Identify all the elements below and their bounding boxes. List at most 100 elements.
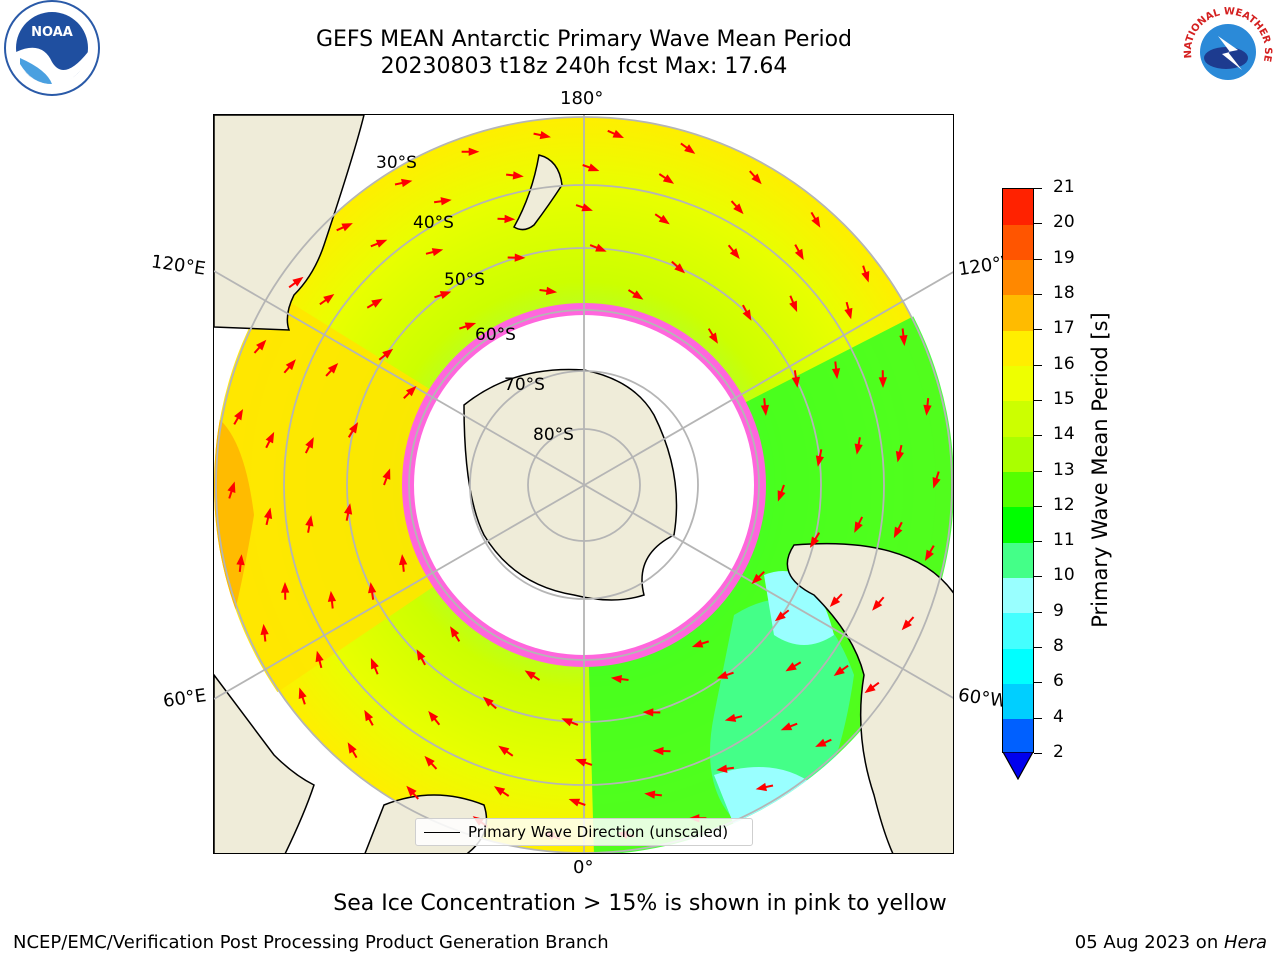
land-africa bbox=[214, 673, 315, 853]
wave-arrow-head bbox=[864, 683, 876, 694]
wave-arrow-head bbox=[416, 649, 426, 661]
wave-arrow-head bbox=[468, 147, 480, 156]
colorbar-tick-label: 17 bbox=[1053, 318, 1075, 339]
colorbar-tick-label: 18 bbox=[1053, 282, 1075, 303]
wave-arrow-head bbox=[323, 293, 335, 304]
colorbar-tick-label: 19 bbox=[1053, 247, 1075, 268]
wave-arrow-head bbox=[260, 623, 269, 635]
colorbar-tick bbox=[1034, 188, 1042, 189]
colorbar-tick bbox=[1034, 223, 1042, 225]
footer-machine: Hera bbox=[1223, 932, 1267, 953]
wave-arrow-head bbox=[327, 590, 337, 602]
wave-arrow-head bbox=[406, 785, 417, 797]
wave-arrow-head bbox=[561, 718, 573, 727]
colorbar-tick-label: 13 bbox=[1053, 459, 1075, 480]
wave-arrow-head bbox=[716, 764, 728, 773]
wave-arrow-head bbox=[831, 368, 841, 380]
wave-arrow-head bbox=[398, 554, 408, 566]
map-svg bbox=[214, 115, 953, 853]
colorbar-tick bbox=[1034, 541, 1042, 543]
wave-arrow-head bbox=[893, 526, 903, 539]
colorbar-tick bbox=[1034, 753, 1042, 754]
wave-arrow-head bbox=[405, 385, 417, 397]
colorbar-tick-label: 8 bbox=[1053, 636, 1064, 657]
wave-arrow-head bbox=[370, 657, 379, 670]
wave-arrow-head bbox=[368, 582, 377, 594]
wave-arrow-head bbox=[305, 515, 314, 527]
wave-arrow-head bbox=[264, 507, 273, 519]
colorbar-tick bbox=[1034, 364, 1042, 366]
wave-arrow-head bbox=[809, 536, 820, 548]
parallel-label-80s: 80°S bbox=[533, 425, 574, 445]
wave-arrow-head bbox=[234, 408, 244, 421]
wave-arrow-head bbox=[733, 203, 744, 215]
wave-arrow-head bbox=[674, 263, 686, 274]
wave-arrow-head bbox=[504, 214, 516, 224]
wave-arrow-head bbox=[899, 335, 908, 347]
wave-arrow-head bbox=[348, 422, 359, 434]
wave-arrow-head bbox=[658, 214, 670, 225]
wave-arrow-head bbox=[575, 758, 587, 767]
wave-arrow-head bbox=[424, 755, 435, 767]
noaa-logo: NOAA bbox=[2, 0, 102, 100]
wave-arrow-head bbox=[684, 144, 696, 154]
colorbar-tick bbox=[1034, 717, 1042, 719]
wave-arrow-head bbox=[895, 451, 904, 463]
parallel-label-70s: 70°S bbox=[504, 375, 545, 395]
land-australia bbox=[214, 115, 365, 331]
colorbar-segment bbox=[1003, 224, 1033, 261]
wave-arrow-head bbox=[285, 359, 296, 371]
colorbar-tick-label: 20 bbox=[1053, 212, 1075, 233]
wave-arrow-head bbox=[662, 174, 675, 184]
wave-arrow-head bbox=[815, 455, 825, 467]
chart-subtitle: 20230803 t18z 240h fcst Max: 17.64 bbox=[380, 54, 788, 79]
wave-arrow-head bbox=[844, 307, 853, 320]
svg-text:NOAA: NOAA bbox=[31, 25, 73, 40]
nws-logo: NATIONAL WEATHER SERVICE bbox=[1174, 0, 1278, 100]
parallel-label-40s: 40°S bbox=[413, 213, 454, 233]
wave-arrow-head bbox=[364, 709, 374, 722]
polar-map bbox=[213, 114, 954, 854]
colorbar-tick bbox=[1034, 647, 1042, 649]
parallel-label-30s: 30°S bbox=[376, 153, 417, 173]
colorbar-segment bbox=[1003, 471, 1033, 508]
wave-arrow-head bbox=[612, 129, 624, 138]
wave-arrow-head bbox=[343, 503, 353, 515]
wave-arrow-head bbox=[755, 782, 767, 792]
colorbar-tick-label: 15 bbox=[1053, 388, 1075, 409]
wave-arrow-head bbox=[642, 708, 654, 717]
wave-arrow-head bbox=[932, 477, 941, 489]
colorbar-tick-label: 16 bbox=[1053, 353, 1075, 374]
wave-arrow-head bbox=[872, 599, 883, 611]
wave-arrow-head bbox=[854, 443, 863, 455]
colorbar-segment bbox=[1003, 436, 1033, 472]
wave-arrow-head bbox=[315, 650, 324, 663]
wave-arrow-head bbox=[236, 554, 245, 566]
colorbar-segment bbox=[1003, 294, 1033, 331]
wave-arrow-head bbox=[545, 286, 558, 296]
wave-arrow-head bbox=[644, 790, 656, 799]
wave-arrow-head bbox=[854, 521, 863, 533]
wave-arrow-head bbox=[280, 581, 290, 593]
wave-arrow-head bbox=[794, 248, 804, 261]
legend-label: Primary Wave Direction (unscaled) bbox=[468, 823, 729, 841]
colorbar-tick bbox=[1034, 258, 1042, 260]
graticule bbox=[214, 115, 953, 853]
wave-arrow-head bbox=[464, 322, 477, 331]
wave-arrow-head bbox=[298, 687, 307, 699]
colorbar-tick-label: 9 bbox=[1053, 600, 1064, 621]
wave-arrow-head bbox=[789, 300, 798, 313]
wave-arrow-head bbox=[901, 619, 912, 631]
wave-arrow-head bbox=[923, 404, 932, 416]
wave-arrow-head bbox=[514, 253, 526, 262]
wave-arrow-head bbox=[227, 481, 236, 493]
wave-arrow-head bbox=[780, 722, 793, 731]
parallel-label-60s: 60°S bbox=[475, 325, 516, 345]
ocean-field-warm-sector bbox=[214, 255, 584, 735]
wave-arrow-head bbox=[256, 339, 267, 351]
wave-arrow-head bbox=[431, 248, 444, 257]
colorbar-tick bbox=[1034, 470, 1042, 472]
colorbar-segment bbox=[1003, 683, 1033, 720]
colorbar-tick bbox=[1034, 399, 1042, 401]
colorbar-tick-label: 4 bbox=[1053, 706, 1064, 727]
